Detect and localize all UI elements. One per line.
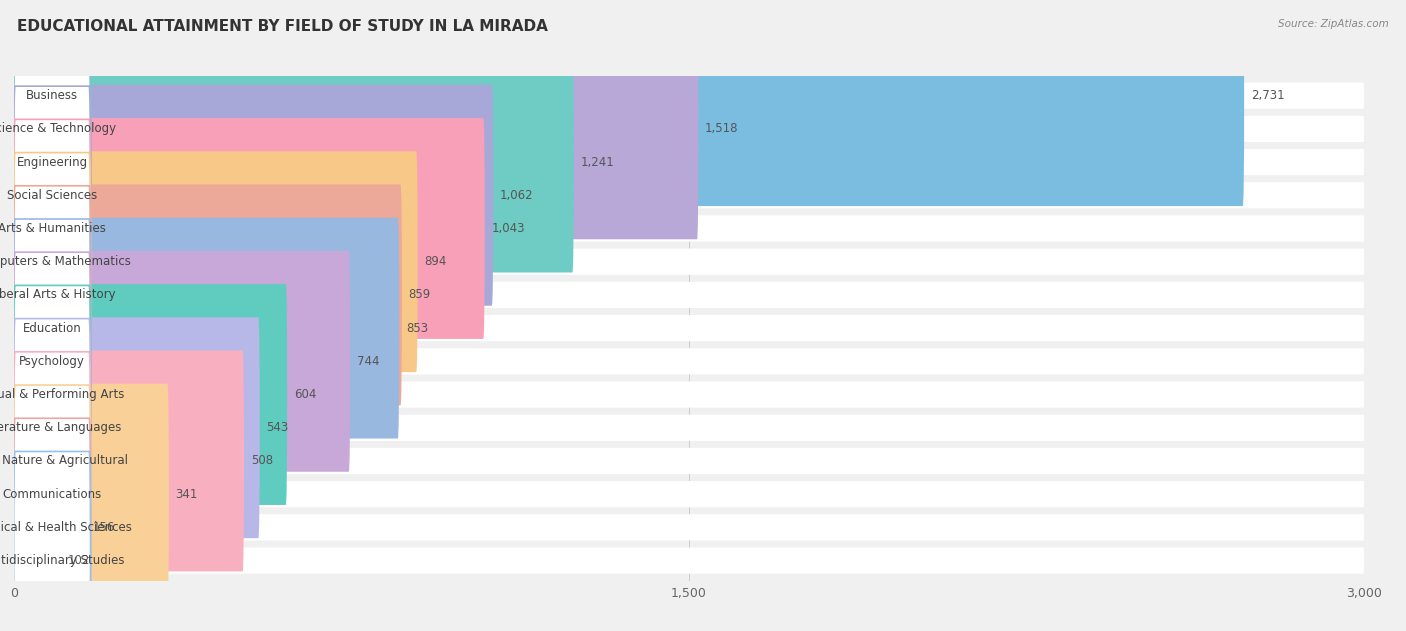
Text: Business: Business	[27, 89, 79, 102]
FancyBboxPatch shape	[13, 450, 62, 631]
FancyBboxPatch shape	[13, 52, 574, 273]
Text: 2,731: 2,731	[1251, 89, 1285, 102]
Text: Computers & Mathematics: Computers & Mathematics	[0, 255, 131, 268]
FancyBboxPatch shape	[14, 86, 90, 304]
FancyBboxPatch shape	[13, 384, 169, 604]
Text: 1,062: 1,062	[501, 189, 534, 202]
FancyBboxPatch shape	[14, 119, 90, 338]
Text: Bio, Nature & Agricultural: Bio, Nature & Agricultural	[0, 454, 128, 468]
FancyBboxPatch shape	[14, 548, 1364, 574]
FancyBboxPatch shape	[13, 351, 245, 572]
FancyBboxPatch shape	[13, 0, 1244, 206]
Text: Social Sciences: Social Sciences	[7, 189, 97, 202]
FancyBboxPatch shape	[14, 83, 1364, 109]
FancyBboxPatch shape	[14, 153, 90, 371]
Text: 859: 859	[409, 288, 430, 302]
Text: 1,043: 1,043	[492, 222, 524, 235]
Text: 102: 102	[67, 554, 90, 567]
Text: Education: Education	[22, 322, 82, 334]
Text: 894: 894	[425, 255, 447, 268]
FancyBboxPatch shape	[14, 0, 90, 205]
FancyBboxPatch shape	[14, 219, 90, 437]
Text: Literature & Languages: Literature & Languages	[0, 422, 122, 434]
FancyBboxPatch shape	[14, 418, 90, 631]
Text: Communications: Communications	[3, 488, 101, 500]
Text: Arts & Humanities: Arts & Humanities	[0, 222, 105, 235]
FancyBboxPatch shape	[14, 252, 90, 471]
FancyBboxPatch shape	[14, 249, 1364, 275]
Text: 1,518: 1,518	[706, 122, 738, 136]
Text: EDUCATIONAL ATTAINMENT BY FIELD OF STUDY IN LA MIRADA: EDUCATIONAL ATTAINMENT BY FIELD OF STUDY…	[17, 19, 548, 34]
FancyBboxPatch shape	[14, 282, 1364, 308]
FancyBboxPatch shape	[13, 18, 699, 239]
Text: Multidisciplinary Studies: Multidisciplinary Studies	[0, 554, 124, 567]
FancyBboxPatch shape	[13, 317, 260, 538]
Text: 604: 604	[294, 388, 316, 401]
Text: 341: 341	[176, 488, 198, 500]
FancyBboxPatch shape	[13, 284, 287, 505]
Text: Engineering: Engineering	[17, 156, 87, 168]
FancyBboxPatch shape	[14, 385, 90, 603]
Text: 543: 543	[267, 422, 288, 434]
FancyBboxPatch shape	[13, 85, 494, 305]
FancyBboxPatch shape	[13, 184, 402, 405]
FancyBboxPatch shape	[13, 251, 350, 472]
Text: 853: 853	[406, 322, 427, 334]
FancyBboxPatch shape	[14, 319, 90, 537]
FancyBboxPatch shape	[14, 53, 90, 271]
FancyBboxPatch shape	[14, 182, 1364, 208]
Text: 1,241: 1,241	[581, 156, 614, 168]
FancyBboxPatch shape	[14, 352, 90, 570]
FancyBboxPatch shape	[14, 481, 1364, 507]
FancyBboxPatch shape	[14, 315, 1364, 341]
FancyBboxPatch shape	[14, 415, 1364, 441]
FancyBboxPatch shape	[14, 20, 90, 238]
Text: Physical & Health Sciences: Physical & Health Sciences	[0, 521, 132, 534]
FancyBboxPatch shape	[14, 448, 1364, 474]
Text: 508: 508	[250, 454, 273, 468]
FancyBboxPatch shape	[14, 451, 90, 631]
FancyBboxPatch shape	[13, 151, 418, 372]
FancyBboxPatch shape	[13, 218, 399, 439]
FancyBboxPatch shape	[14, 514, 1364, 541]
FancyBboxPatch shape	[14, 149, 1364, 175]
FancyBboxPatch shape	[13, 118, 485, 339]
FancyBboxPatch shape	[14, 115, 1364, 142]
Text: Liberal Arts & History: Liberal Arts & History	[0, 288, 115, 302]
FancyBboxPatch shape	[13, 417, 86, 631]
Text: Source: ZipAtlas.com: Source: ZipAtlas.com	[1278, 19, 1389, 29]
Text: Science & Technology: Science & Technology	[0, 122, 117, 136]
Text: Visual & Performing Arts: Visual & Performing Arts	[0, 388, 124, 401]
FancyBboxPatch shape	[14, 381, 1364, 408]
Text: Psychology: Psychology	[20, 355, 84, 368]
FancyBboxPatch shape	[14, 215, 1364, 242]
Text: 744: 744	[357, 355, 380, 368]
Text: 156: 156	[93, 521, 115, 534]
FancyBboxPatch shape	[14, 348, 1364, 374]
FancyBboxPatch shape	[14, 186, 90, 404]
FancyBboxPatch shape	[14, 285, 90, 504]
